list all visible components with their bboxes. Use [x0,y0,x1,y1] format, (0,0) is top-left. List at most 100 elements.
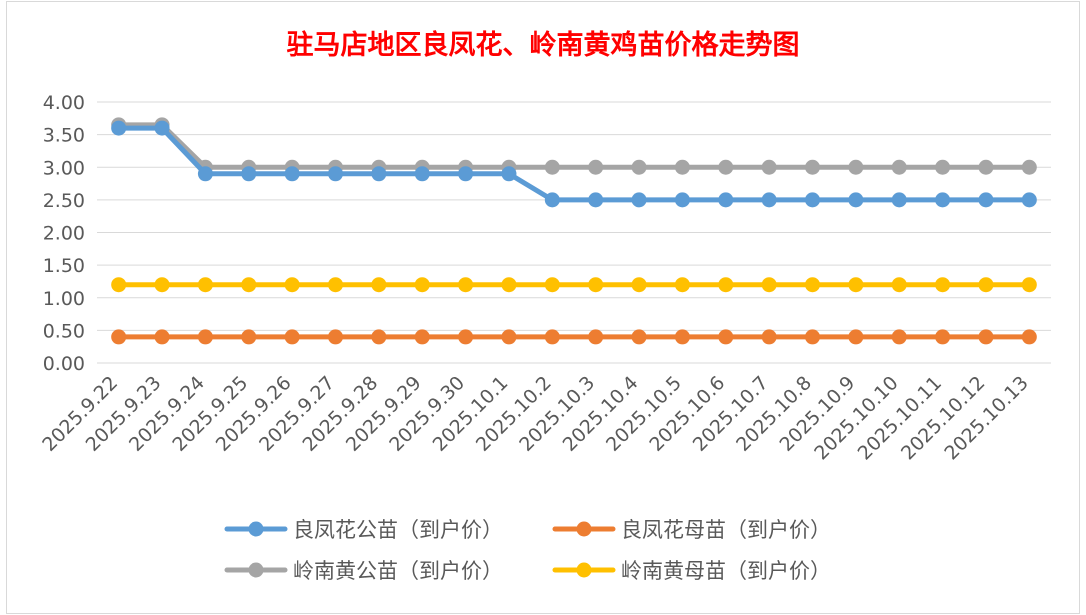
data-point [414,277,430,293]
data-point [284,166,300,182]
data-point [458,277,474,293]
legend-marker [248,562,264,578]
data-point [328,166,343,182]
data-point [891,159,907,175]
data-point [631,159,647,175]
data-point [588,192,604,208]
data-point [588,159,604,175]
data-point [501,166,517,182]
data-point [631,329,647,345]
data-point [197,277,213,293]
data-point [241,277,257,293]
data-point [761,329,777,345]
data-point [718,329,734,345]
data-point [328,277,343,293]
legend-item: 良凤花母苗（到户价） [552,518,831,542]
data-point [935,329,951,345]
data-point [848,329,864,345]
data-point [891,329,907,345]
series-line [116,122,1032,170]
line-chart: 驻马店地区良凤花、岭南黄鸡苗价格走势图 0.00 0.50 1.00 1.50 2.00… [38,29,1051,583]
data-point [761,192,777,208]
y-tick-label: 3.00 [43,157,85,179]
data-point [978,329,994,345]
data-point [458,329,474,345]
series-2 [111,117,1037,175]
legend-item: 岭南黄母苗（到户价） [552,559,831,583]
data-point [458,166,474,182]
series-3 [111,277,1037,293]
legend-label: 岭南黄母苗（到户价） [621,559,831,583]
data-point [805,277,820,293]
data-point [544,329,560,345]
data-point [197,166,213,182]
data-point [1021,329,1037,345]
data-point [241,166,257,182]
legend: 良凤花公苗（到户价） 良凤花母苗（到户价） 岭南黄公苗（到户价） 岭南黄母苗（到户价） [224,518,831,583]
x-axis-ticks: 2025.9.222025.9.232025.9.242025.9.252025… [38,372,1033,464]
data-point [414,329,430,345]
data-point [1021,277,1037,293]
data-point [154,277,170,293]
gridlines [97,101,1051,364]
legend-item: 良凤花公苗（到户价） [224,518,503,542]
data-point [674,159,690,175]
chart-title: 驻马店地区良凤花、岭南黄鸡苗价格走势图 [287,29,800,61]
data-point [284,277,300,293]
data-point [544,192,560,208]
data-point [544,159,560,175]
y-tick-label: 4.00 [43,92,85,114]
y-tick-label: 0.00 [43,353,85,375]
legend-label: 良凤花母苗（到户价） [621,518,831,542]
data-point [154,120,170,136]
data-point [761,159,777,175]
y-tick-label: 0.50 [43,320,85,342]
legend-marker [576,521,592,537]
data-point [935,277,951,293]
data-point [111,120,127,136]
y-tick-label: 3.50 [43,125,85,147]
data-point [197,329,213,345]
y-tick-label: 2.50 [43,190,85,212]
data-point [891,277,907,293]
data-point [328,329,343,345]
data-point [501,329,517,345]
data-point [674,192,690,208]
data-point [241,329,257,345]
data-point [544,277,560,293]
series-0 [111,120,1037,208]
data-point [631,192,647,208]
data-point [371,277,387,293]
legend-marker [576,562,592,578]
data-point [805,159,820,175]
data-point [674,329,690,345]
data-point [414,166,430,182]
legend-label: 良凤花公苗（到户价） [293,518,503,542]
chart-frame: 驻马店地区良凤花、岭南黄鸡苗价格走势图 0.00 0.50 1.00 1.50 2.00… [6,1,1080,614]
data-point [631,277,647,293]
data-point [111,329,127,345]
data-point [805,329,820,345]
data-point [284,329,300,345]
data-point [848,159,864,175]
y-tick-label: 1.50 [43,255,85,277]
legend-item: 岭南黄公苗（到户价） [224,559,503,583]
data-point [935,192,951,208]
data-point [1021,159,1037,175]
data-point [718,159,734,175]
y-tick-label: 1.00 [43,288,85,310]
data-point [588,329,604,345]
legend-label: 岭南黄公苗（到户价） [293,559,503,583]
data-point [978,159,994,175]
data-point [501,277,517,293]
series-lines [111,117,1037,345]
legend-marker [248,521,264,537]
series-line [116,125,1032,203]
data-point [111,277,127,293]
data-point [978,192,994,208]
data-point [891,192,907,208]
data-point [588,277,604,293]
data-point [978,277,994,293]
data-point [935,159,951,175]
data-point [718,277,734,293]
